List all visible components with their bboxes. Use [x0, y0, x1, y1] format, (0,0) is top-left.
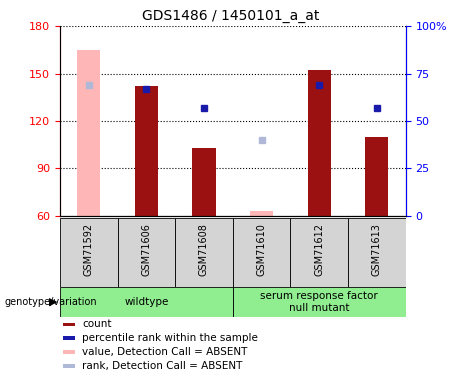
Text: GSM71592: GSM71592	[84, 223, 94, 276]
Bar	[135, 86, 158, 216]
Bar	[175, 217, 233, 287]
Bar	[64, 336, 76, 340]
Bar	[77, 50, 100, 216]
Text: GDS1486 / 1450101_a_at: GDS1486 / 1450101_a_at	[142, 9, 319, 23]
Text: GSM71610: GSM71610	[257, 223, 266, 276]
Bar	[308, 70, 331, 216]
Text: rank, Detection Call = ABSENT: rank, Detection Call = ABSENT	[83, 361, 243, 371]
Text: GSM71612: GSM71612	[314, 223, 324, 276]
Bar	[233, 217, 290, 287]
Text: GSM71613: GSM71613	[372, 223, 382, 276]
Text: count: count	[83, 319, 112, 329]
Bar	[365, 137, 388, 216]
Text: genotype/variation: genotype/variation	[5, 297, 97, 307]
Bar	[118, 217, 175, 287]
Bar	[233, 287, 406, 317]
Bar	[64, 322, 76, 326]
Bar	[60, 287, 233, 317]
Bar	[290, 217, 348, 287]
Text: ▶: ▶	[49, 297, 58, 307]
Bar	[60, 217, 118, 287]
Bar	[64, 350, 76, 354]
Text: serum response factor
null mutant: serum response factor null mutant	[260, 291, 378, 313]
Text: wildtype: wildtype	[124, 297, 169, 307]
Bar	[193, 148, 216, 216]
Text: GSM71606: GSM71606	[142, 223, 151, 276]
Text: value, Detection Call = ABSENT: value, Detection Call = ABSENT	[83, 347, 248, 357]
Text: GSM71608: GSM71608	[199, 223, 209, 276]
Bar	[348, 217, 406, 287]
Bar	[250, 211, 273, 216]
Bar	[64, 364, 76, 368]
Text: percentile rank within the sample: percentile rank within the sample	[83, 333, 258, 343]
